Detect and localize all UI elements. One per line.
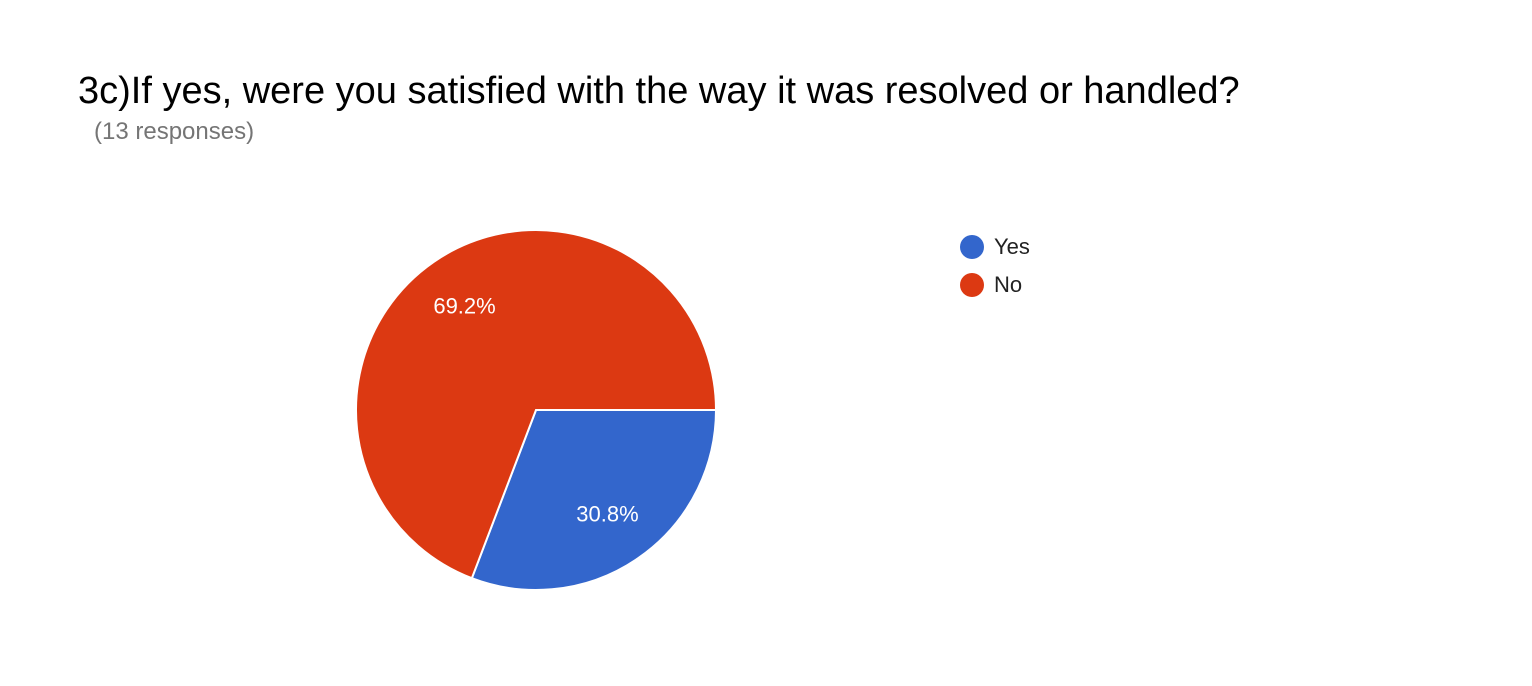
legend-swatch-yes [960, 235, 984, 259]
legend-swatch-no [960, 273, 984, 297]
pie-label-yes: 30.8% [576, 501, 638, 526]
chart-title: 3c)If yes, were you satisfied with the w… [78, 70, 1240, 112]
chart-subtitle: (13 responses) [94, 118, 255, 145]
legend-label-no: No [994, 272, 1023, 297]
legend-item-no[interactable]: No [960, 266, 1030, 304]
pie-slice-no[interactable] [355, 229, 718, 580]
pie-label-no: 69.2% [433, 294, 495, 319]
legend: Yes No [960, 228, 1030, 304]
pie-slice-yes[interactable] [470, 409, 718, 591]
legend-item-yes[interactable]: Yes [960, 228, 1030, 266]
legend-label-yes: Yes [994, 234, 1030, 259]
